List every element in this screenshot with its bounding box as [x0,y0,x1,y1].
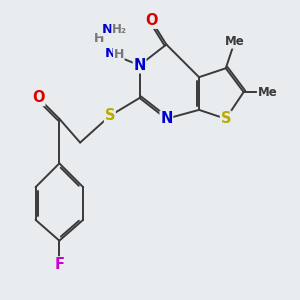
Text: O: O [145,13,158,28]
Text: Me: Me [225,35,244,48]
Text: H: H [94,32,105,45]
Text: H: H [114,48,124,62]
Text: S: S [220,111,231,126]
Text: O: O [32,91,45,106]
Text: N: N [101,22,112,35]
Text: Me: Me [257,85,277,98]
Text: N: N [134,58,146,73]
Text: S: S [105,108,115,123]
Text: F: F [54,257,64,272]
Text: H₂: H₂ [112,22,127,35]
Text: N: N [104,47,116,60]
Text: N: N [160,111,172,126]
